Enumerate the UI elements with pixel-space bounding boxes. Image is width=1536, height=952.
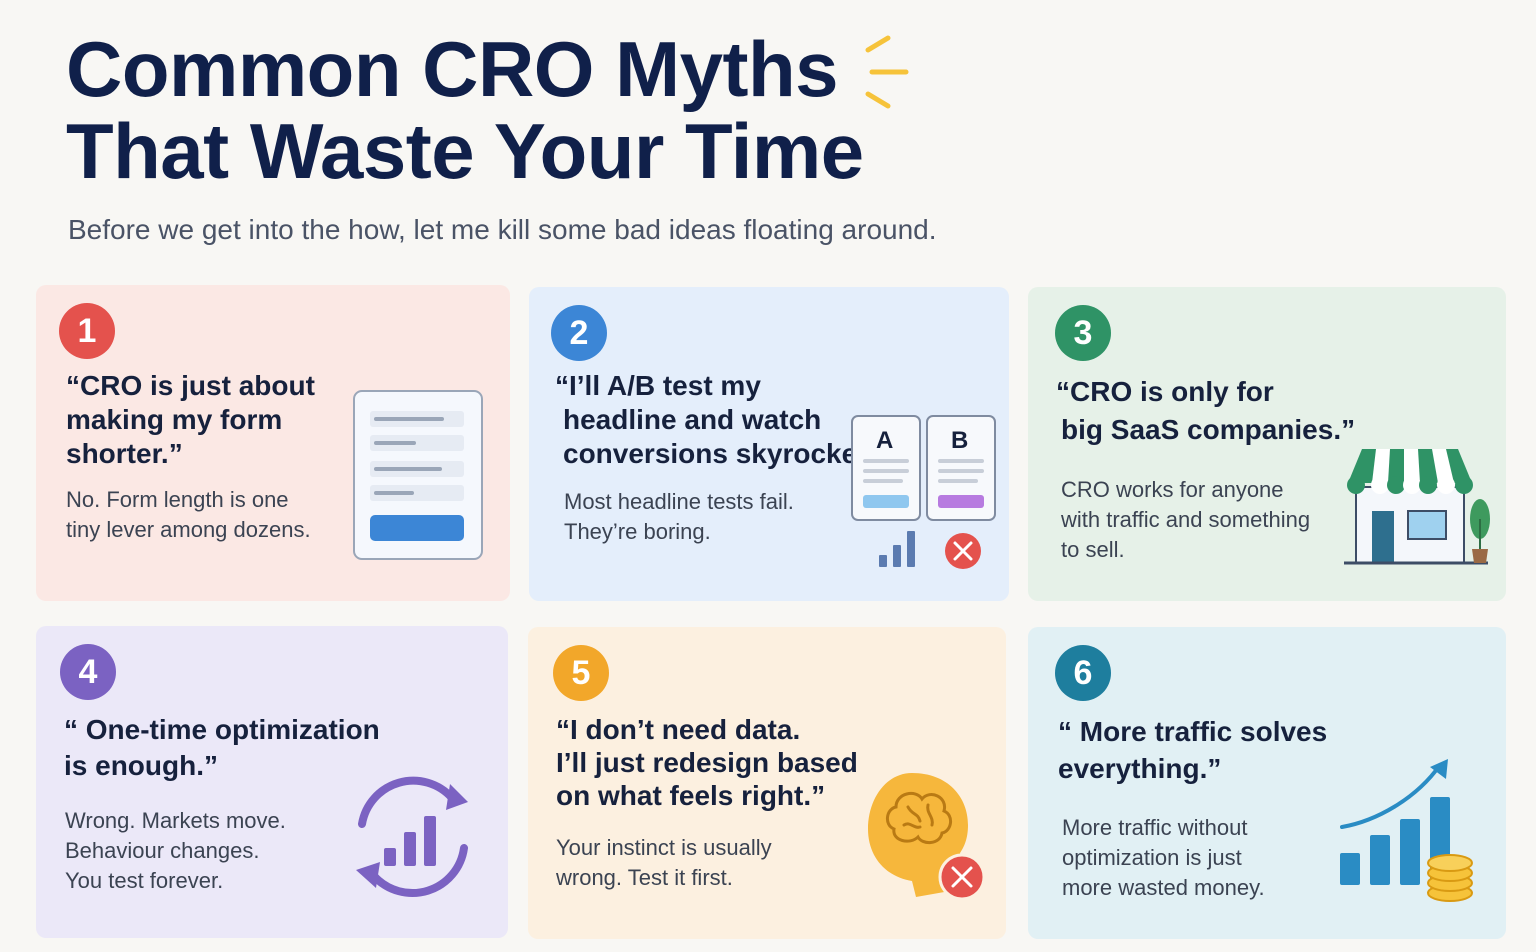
myth-line: “CRO is just about	[66, 370, 315, 401]
rebuttal-line: more wasted money.	[1062, 875, 1265, 900]
myth-rebuttal: Most headline tests fail. They’re boring…	[564, 487, 794, 547]
rebuttal-line: wrong. Test it first.	[556, 865, 733, 890]
rebuttal-line: Your instinct is usually	[556, 835, 772, 860]
rebuttal-line: to sell.	[1061, 537, 1125, 562]
form-icon	[353, 390, 483, 560]
myth-line: I’ll just redesign based	[556, 747, 858, 778]
variant-b-label: B	[951, 427, 969, 454]
number-badge: 6	[1055, 645, 1111, 701]
spark-icon	[865, 35, 909, 109]
number-badge: 1	[59, 303, 115, 359]
myth-card-3: 3 “CRO is only for big SaaS companies.” …	[1028, 287, 1506, 601]
rebuttal-line: No. Form length is one	[66, 487, 289, 512]
myth-line: “I’ll A/B test my	[555, 370, 761, 401]
brain-head-icon	[868, 773, 986, 901]
variant-a-label: A	[876, 427, 894, 454]
myth-line: big SaaS companies.”	[1061, 414, 1356, 445]
cycle-chart-icon	[356, 776, 468, 897]
title-line-2: That Waste Your Time	[66, 107, 864, 195]
number-badge: 3	[1055, 305, 1111, 361]
myth-card-4: 4 “ One-time optimization is enough.” Wr…	[36, 626, 508, 938]
rebuttal-line: CRO works for anyone	[1061, 477, 1284, 502]
myth-line: on what feels right.”	[556, 780, 826, 811]
rebuttal-line: tiny lever among dozens.	[66, 517, 311, 542]
page-title: Common CRO Myths That Waste Your Time	[66, 28, 864, 192]
myth-quote: “ More traffic solves everything.”	[1058, 713, 1327, 787]
myth-card-6: 6 “ More traffic solves everything.” Mor…	[1028, 627, 1506, 939]
myth-rebuttal: More traffic without optimization is jus…	[1062, 813, 1265, 903]
myth-line: “I don’t need data.	[556, 714, 801, 745]
myth-line: conversions skyrocket.”	[563, 438, 889, 469]
rebuttal-line: More traffic without	[1062, 815, 1248, 840]
number-badge: 4	[60, 644, 116, 700]
storefront-icon	[1344, 449, 1490, 565]
myth-rebuttal: Wrong. Markets move. Behaviour changes. …	[65, 806, 286, 896]
myth-line: headline and watch	[563, 404, 822, 435]
myth-card-1: 1 “CRO is just about making my form shor…	[36, 285, 510, 601]
number-badge: 2	[551, 305, 607, 361]
myth-line: everything.”	[1058, 753, 1222, 784]
myth-quote: “I’ll A/B test my headline and watch con…	[555, 369, 888, 471]
rebuttal-line: You test forever.	[65, 868, 224, 893]
myth-line: shorter.”	[66, 438, 183, 469]
myth-card-5: 5 “I don’t need data. I’ll just redesign…	[528, 627, 1006, 939]
rebuttal-line: Most headline tests fail.	[564, 489, 794, 514]
number-badge: 5	[553, 645, 609, 701]
myth-quote: “CRO is just about making my form shorte…	[66, 369, 315, 471]
rebuttal-line: optimization is just	[1062, 845, 1242, 870]
myth-line: is enough.”	[64, 750, 218, 781]
myth-quote: “CRO is only for big SaaS companies.”	[1056, 373, 1355, 449]
rebuttal-line: Wrong. Markets move.	[65, 808, 286, 833]
myth-line: “CRO is only for	[1056, 376, 1274, 407]
title-line-1: Common CRO Myths	[66, 25, 838, 113]
myth-quote: “ One-time optimization is enough.”	[64, 712, 380, 784]
myth-rebuttal: Your instinct is usually wrong. Test it …	[556, 833, 772, 893]
myth-quote: “I don’t need data. I’ll just redesign b…	[556, 713, 858, 812]
myth-rebuttal: No. Form length is one tiny lever among …	[66, 485, 311, 545]
myth-card-2: 2 “I’ll A/B test my headline and watch c…	[529, 287, 1009, 601]
rebuttal-line: with traffic and something	[1061, 507, 1311, 532]
ab-test-icon	[851, 415, 996, 569]
myth-line: “ More traffic solves	[1058, 716, 1328, 747]
myth-line: “ One-time optimization	[64, 714, 380, 745]
rebuttal-line: They’re boring.	[564, 519, 711, 544]
myth-line: making my form	[66, 404, 283, 435]
page-subtitle: Before we get into the how, let me kill …	[68, 214, 937, 245]
rebuttal-line: Behaviour changes.	[65, 838, 260, 863]
myth-rebuttal: CRO works for anyone with traffic and so…	[1061, 475, 1310, 565]
growth-coins-icon	[1340, 759, 1473, 902]
